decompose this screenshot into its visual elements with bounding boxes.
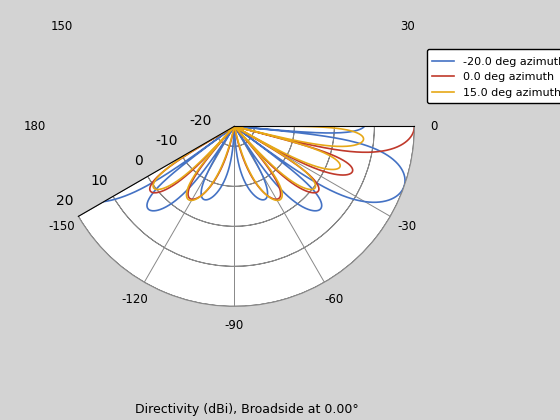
-20.0 deg azimuth Â [217,186,223,191]
-20.0 deg azimuth Â [101,123,108,129]
15.0 deg azimuth [327,49,334,54]
Legend: -20.0 deg azimuth Â, 0.0 deg azimuth, 15.0 deg azimuth: -20.0 deg azimuth Â, 0.0 deg azimuth, 15… [427,49,560,103]
Text: Directivity (dBi), Broadside at 0.00°: Directivity (dBi), Broadside at 0.00° [134,403,358,416]
15.0 deg azimuth [231,124,237,129]
0.0 deg azimuth [51,124,58,129]
0.0 deg azimuth [51,124,58,129]
Line: 15.0 deg azimuth: 15.0 deg azimuth [59,47,409,200]
-20.0 deg azimuth Â [231,124,237,129]
Line: 0.0 deg azimuth: 0.0 deg azimuth [54,53,414,199]
15.0 deg azimuth [304,53,311,58]
0.0 deg azimuth [315,59,321,64]
15.0 deg azimuth [166,124,173,129]
15.0 deg azimuth [230,126,237,131]
-20.0 deg azimuth Â [101,124,108,129]
0.0 deg azimuth [231,124,237,129]
0.0 deg azimuth [51,123,58,128]
-20.0 deg azimuth Â [283,74,290,79]
-20.0 deg azimuth Â [294,75,301,80]
15.0 deg azimuth [231,124,237,129]
15.0 deg azimuth [57,78,63,83]
15.0 deg azimuth [166,124,173,129]
-20.0 deg azimuth Â [101,124,108,129]
0.0 deg azimuth [231,124,237,129]
-20.0 deg azimuth Â [241,179,248,184]
Line: -20.0 deg azimuth Â: -20.0 deg azimuth Â [64,52,405,211]
15.0 deg azimuth [138,61,144,66]
0.0 deg azimuth [150,69,157,74]
-20.0 deg azimuth Â [400,184,407,189]
0.0 deg azimuth [228,138,235,143]
-20.0 deg azimuth Â [147,67,153,72]
0.0 deg azimuth [292,65,298,70]
15.0 deg azimuth [174,123,180,129]
